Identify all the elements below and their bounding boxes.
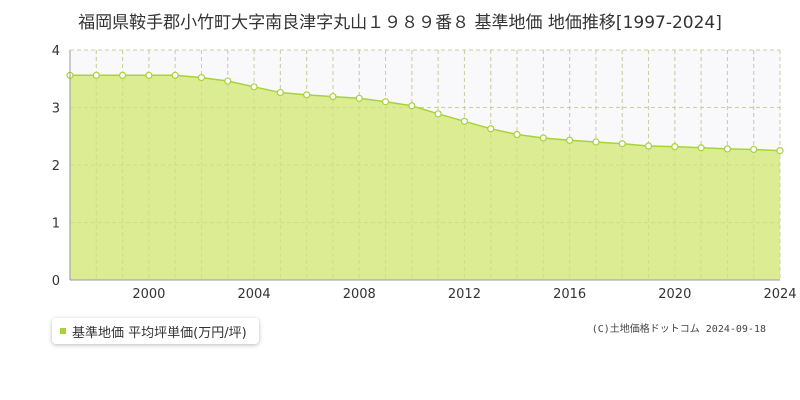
data-point	[145, 71, 153, 79]
data-point	[224, 77, 232, 85]
data-point	[723, 145, 732, 153]
copyright: (C)土地価格ドットコム 2024-09-18	[591, 324, 766, 335]
data-point	[250, 83, 258, 91]
data-point	[592, 138, 600, 146]
legend: 基準地価 平均坪単価(万円/坪)	[52, 318, 259, 344]
legend-label: 基準地価 平均坪単価(万円/坪)	[72, 325, 247, 341]
x-tick-label: 2008	[343, 287, 376, 302]
data-point	[776, 147, 784, 155]
x-tick-label: 2004	[238, 287, 271, 302]
data-point	[197, 73, 206, 82]
data-point	[750, 145, 758, 154]
data-point	[118, 71, 127, 79]
y-tick-label: 0	[52, 274, 60, 289]
data-point	[355, 94, 363, 102]
data-point	[566, 136, 574, 144]
y-tick-label: 3	[52, 102, 60, 117]
x-tick-label: 2024	[763, 287, 796, 302]
x-tick-label: 2012	[448, 287, 481, 302]
data-point	[434, 110, 442, 118]
data-point	[487, 125, 495, 133]
data-point	[92, 71, 100, 79]
y-tick-label: 4	[52, 44, 60, 59]
data-point	[513, 130, 521, 139]
data-point	[408, 102, 416, 110]
x-tick-label: 2000	[132, 287, 165, 302]
legend-marker	[60, 328, 66, 334]
data-point	[618, 140, 626, 148]
data-point	[381, 98, 390, 106]
series-area	[70, 75, 780, 280]
data-point	[644, 142, 653, 150]
y-tick-label: 1	[52, 217, 60, 232]
series-line	[70, 74, 781, 152]
data-point	[671, 143, 679, 151]
data-point	[460, 117, 469, 125]
data-point	[697, 144, 705, 152]
x-tick-label: 2020	[658, 287, 691, 302]
data-point	[329, 92, 337, 101]
y-tick-label: 2	[52, 159, 60, 174]
data-point	[276, 88, 284, 97]
chart-title: 福岡県鞍手郡小竹町大字南良津字丸山１９８９番８ 基準地価 地価推移[1997-2…	[78, 13, 722, 33]
data-point	[303, 91, 311, 99]
data-point	[171, 71, 179, 79]
x-tick-label: 2016	[553, 287, 586, 302]
data-point	[539, 134, 547, 142]
